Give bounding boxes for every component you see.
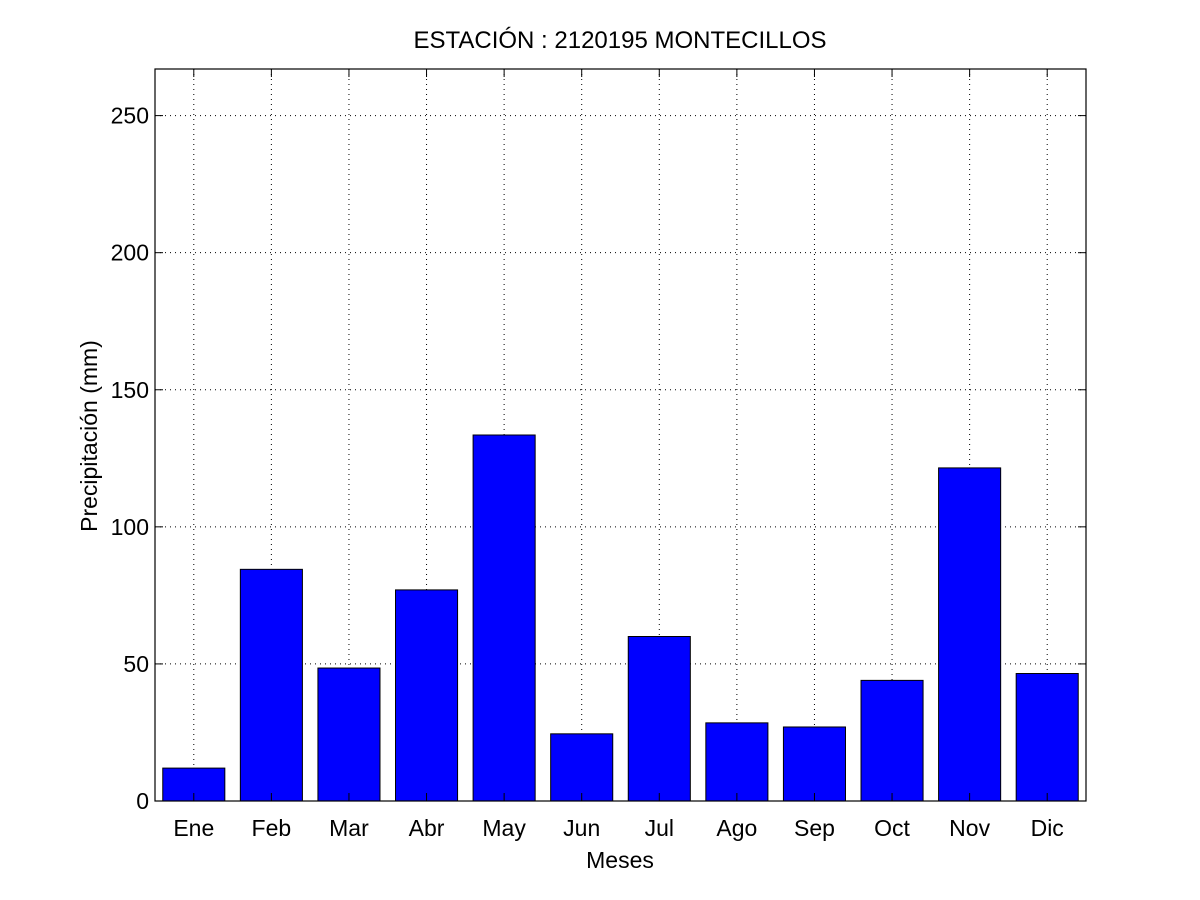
x-tick-label: Ene <box>173 815 214 841</box>
bar-oct <box>860 679 924 802</box>
x-tick-label: Oct <box>874 815 910 841</box>
bar-nov <box>938 467 1002 802</box>
x-tick-label: May <box>482 815 526 841</box>
bar-feb <box>239 568 303 802</box>
y-axis-label: Precipitación (mm) <box>76 340 102 532</box>
bar-mar <box>317 667 381 802</box>
x-tick-label: Nov <box>949 815 990 841</box>
y-tick-label: 200 <box>111 240 149 266</box>
bar-sep <box>782 726 846 802</box>
x-tick-label: Feb <box>252 815 292 841</box>
bar-jun <box>550 733 614 802</box>
bar-ago <box>705 722 769 802</box>
bar-may <box>472 434 536 802</box>
x-tick-label: Ago <box>716 815 757 841</box>
x-tick-label: Sep <box>794 815 835 841</box>
chart-title: ESTACIÓN : 2120195 MONTECILLOS <box>413 27 826 54</box>
ticks-layer: 0 50 100 150 200 250 Ene Feb Mar Abr May Jun Jul Ago S… <box>111 69 1086 841</box>
bars-layer <box>162 434 1079 802</box>
x-tick-label: Dic <box>1031 815 1064 841</box>
bar-abr <box>395 589 459 802</box>
y-tick-label: 50 <box>123 651 149 677</box>
bar-dic <box>1015 673 1079 802</box>
axes-layer <box>154 68 1087 802</box>
y-tick-label: 150 <box>111 377 149 403</box>
x-tick-label: Jul <box>645 815 674 841</box>
y-tick-label: 0 <box>136 788 149 814</box>
x-tick-label: Jun <box>563 815 600 841</box>
x-tick-label: Mar <box>329 815 369 841</box>
bar-jul <box>627 636 691 802</box>
x-axis-label: Meses <box>586 847 654 873</box>
axes-frame <box>154 68 1087 802</box>
y-tick-label: 250 <box>111 103 149 129</box>
y-tick-label: 100 <box>111 514 149 540</box>
x-tick-label: Abr <box>409 815 445 841</box>
